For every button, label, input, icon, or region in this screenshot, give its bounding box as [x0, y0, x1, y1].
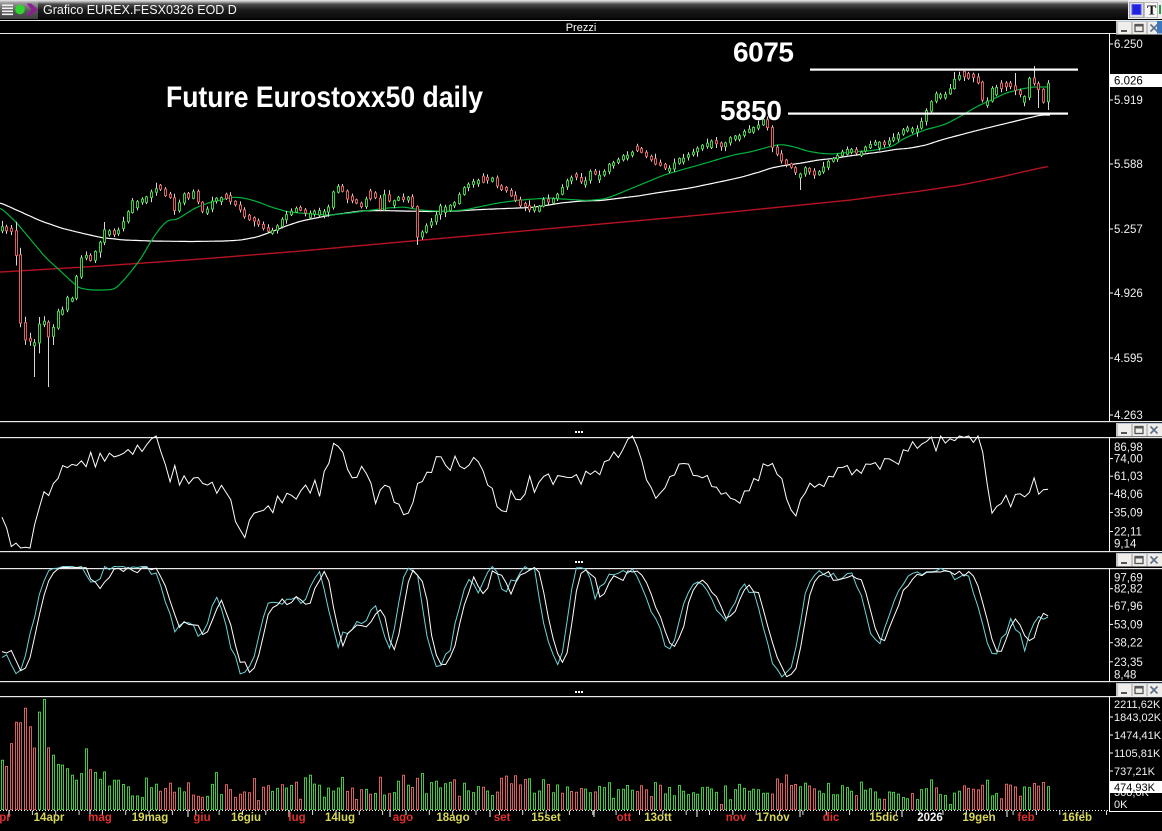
svg-text:18ago: 18ago	[436, 812, 469, 824]
svg-text:82,82: 82,82	[1114, 584, 1143, 596]
svg-text:6.250: 6.250	[1114, 39, 1143, 51]
svg-text:5.919: 5.919	[1114, 95, 1143, 107]
svg-text:474,93K: 474,93K	[1114, 782, 1156, 794]
svg-text:ott: ott	[617, 812, 632, 824]
svg-text:86,98: 86,98	[1114, 442, 1143, 454]
svg-text:0K: 0K	[1114, 799, 1128, 811]
svg-text:48,06: 48,06	[1114, 489, 1143, 501]
svg-text:13ott: 13ott	[644, 812, 672, 824]
svg-text:737,21K: 737,21K	[1114, 766, 1156, 778]
svg-text:dic: dic	[823, 812, 840, 824]
svg-text:1105,81K: 1105,81K	[1114, 748, 1161, 760]
svg-text:2211,62K: 2211,62K	[1114, 699, 1161, 711]
svg-text:23,35: 23,35	[1114, 657, 1143, 669]
svg-text:14apr: 14apr	[34, 812, 65, 824]
svg-text:67,96: 67,96	[1114, 601, 1143, 613]
svg-text:16feb: 16feb	[1062, 812, 1092, 824]
svg-text:mag: mag	[88, 812, 112, 824]
svg-text:9,14: 9,14	[1114, 539, 1137, 551]
svg-text:35,09: 35,09	[1114, 507, 1143, 519]
svg-text:T: T	[1147, 4, 1157, 19]
svg-text:19mag: 19mag	[132, 812, 168, 824]
svg-text:6075: 6075	[733, 37, 794, 68]
svg-text:set: set	[494, 812, 511, 824]
svg-text:4.926: 4.926	[1114, 288, 1143, 300]
svg-text:4.595: 4.595	[1114, 353, 1143, 365]
svg-text:Grafico EUREX.FESX0326 EOD D: Grafico EUREX.FESX0326 EOD D	[43, 3, 237, 17]
svg-text:feb: feb	[1017, 812, 1034, 824]
svg-text:6.026: 6.026	[1114, 76, 1143, 88]
svg-text:5850: 5850	[720, 95, 782, 126]
svg-text:1474,41K: 1474,41K	[1114, 730, 1162, 742]
svg-text:22,11: 22,11	[1114, 527, 1142, 539]
svg-text:Prezzi: Prezzi	[566, 22, 597, 34]
svg-text:8,48: 8,48	[1114, 670, 1136, 682]
svg-text:4.263: 4.263	[1114, 410, 1143, 422]
svg-text:2026: 2026	[917, 812, 943, 824]
svg-text:74,00: 74,00	[1114, 454, 1143, 466]
svg-text:Future Eurostoxx50 daily: Future Eurostoxx50 daily	[166, 81, 483, 114]
svg-text:lug: lug	[288, 812, 305, 824]
svg-text:1843,02K: 1843,02K	[1114, 712, 1162, 724]
svg-text:15set: 15set	[531, 812, 561, 824]
svg-text:61,03: 61,03	[1114, 471, 1143, 483]
svg-text:15dic: 15dic	[869, 812, 899, 824]
svg-text:giu: giu	[193, 812, 210, 824]
svg-text:17nov: 17nov	[756, 812, 790, 824]
svg-text:5.257: 5.257	[1114, 224, 1143, 236]
svg-text:14lug: 14lug	[325, 812, 355, 824]
svg-text:5.588: 5.588	[1114, 159, 1143, 171]
svg-text:53,09: 53,09	[1114, 619, 1143, 631]
svg-text:nov: nov	[726, 812, 747, 824]
svg-text:pr: pr	[0, 812, 11, 824]
svg-text:16giu: 16giu	[231, 812, 261, 824]
svg-text:19gen: 19gen	[962, 812, 995, 824]
svg-text:38,22: 38,22	[1114, 638, 1143, 650]
svg-text:ago: ago	[393, 812, 413, 824]
svg-text:97,69: 97,69	[1114, 573, 1143, 585]
